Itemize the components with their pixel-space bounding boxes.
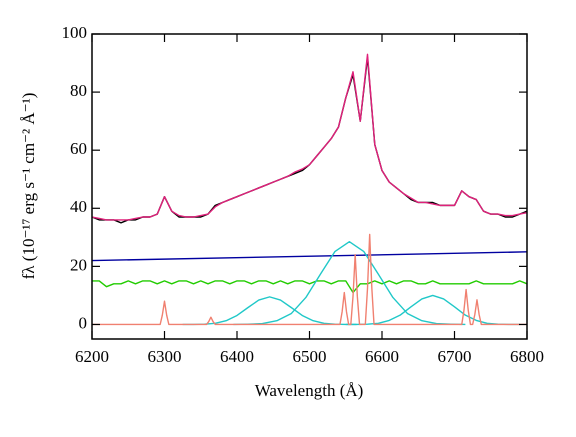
y-tick-label: 40 — [70, 197, 87, 216]
y-tick-label: 20 — [70, 255, 87, 274]
y-tick-label: 80 — [70, 81, 87, 100]
x-axis-label: Wavelength (Å) — [255, 381, 364, 400]
x-tick-label: 6700 — [438, 347, 472, 366]
spectrum-line — [92, 280, 527, 294]
spectrum-line — [92, 251, 527, 262]
spectrum-line — [92, 233, 527, 326]
x-tick-label: 6200 — [75, 347, 109, 366]
spectrum-line — [233, 240, 466, 326]
x-tick-label: 6800 — [510, 347, 544, 366]
x-tick-label: 6500 — [293, 347, 327, 366]
spectrum-line — [182, 296, 357, 326]
x-tick-label: 6600 — [365, 347, 399, 366]
y-tick-label: 0 — [79, 313, 88, 332]
x-tick-label: 6400 — [220, 347, 254, 366]
y-tick-label: 100 — [62, 23, 88, 42]
y-axis-label: fλ (10⁻¹⁷ erg s⁻¹ cm⁻² Å⁻¹) — [19, 93, 38, 280]
spectrum-line — [92, 53, 527, 221]
x-tick-label: 6300 — [148, 347, 182, 366]
y-tick-label: 60 — [70, 139, 87, 158]
spectrum-line — [345, 294, 520, 326]
